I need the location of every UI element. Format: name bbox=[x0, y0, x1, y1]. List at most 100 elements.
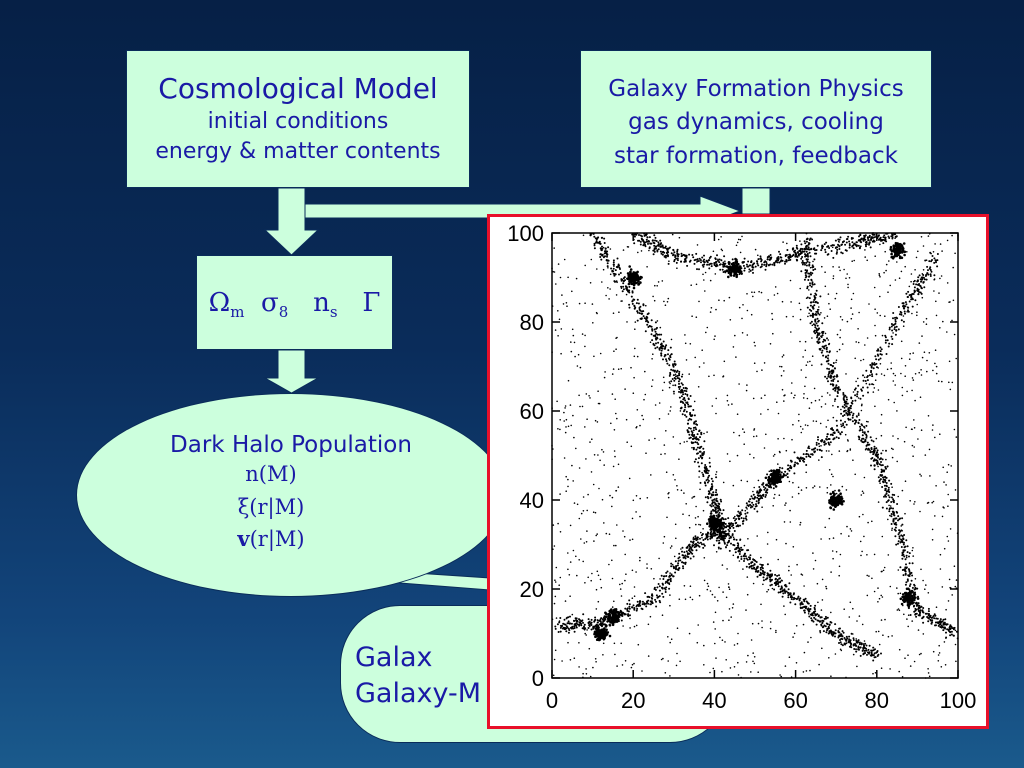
particle-point bbox=[889, 514, 891, 517]
particle-point bbox=[685, 546, 688, 549]
particle-point bbox=[793, 472, 796, 475]
particle-point bbox=[872, 239, 875, 242]
particle-point bbox=[824, 332, 827, 335]
particle-point bbox=[864, 642, 867, 645]
particle-point bbox=[791, 596, 794, 599]
particle-point bbox=[659, 338, 662, 341]
particle-point bbox=[827, 375, 830, 378]
particle-point bbox=[926, 616, 929, 618]
particle-point bbox=[708, 375, 710, 378]
particle-point bbox=[871, 577, 873, 580]
particle-point bbox=[816, 340, 819, 343]
particle-point bbox=[920, 369, 922, 371]
particle-point bbox=[620, 642, 622, 645]
particle-point bbox=[871, 520, 873, 523]
particle-point bbox=[703, 258, 706, 261]
particle-point bbox=[809, 360, 811, 363]
particle-point bbox=[799, 521, 802, 524]
particle-point bbox=[854, 642, 856, 645]
particle-point bbox=[739, 238, 742, 241]
particle-point bbox=[652, 342, 655, 345]
particle-point bbox=[800, 489, 803, 491]
particle-point bbox=[567, 641, 569, 644]
particle-point bbox=[863, 649, 866, 652]
particle-point bbox=[846, 398, 848, 401]
particle-point bbox=[950, 633, 953, 636]
particle-point bbox=[880, 461, 882, 463]
particle-point bbox=[759, 490, 762, 493]
particle-point bbox=[873, 590, 876, 593]
particle-point bbox=[660, 242, 663, 245]
particle-point bbox=[682, 565, 684, 568]
particle-point bbox=[738, 434, 741, 437]
particle-point bbox=[763, 263, 766, 266]
particle-point bbox=[581, 405, 584, 408]
particle-point bbox=[653, 234, 656, 237]
particle-point bbox=[855, 650, 858, 653]
particle-point bbox=[917, 595, 919, 598]
particle-point bbox=[656, 586, 659, 589]
particle-point bbox=[910, 579, 913, 582]
particle-point bbox=[837, 243, 839, 246]
particle-point bbox=[858, 429, 861, 432]
particle-point bbox=[784, 590, 787, 593]
particle-point bbox=[828, 372, 830, 375]
particle-point bbox=[600, 634, 604, 638]
particle-point bbox=[901, 489, 904, 492]
particle-point bbox=[751, 497, 754, 500]
particle-point bbox=[811, 272, 814, 275]
particle-point bbox=[777, 585, 780, 588]
particle-point bbox=[840, 251, 843, 254]
particle-point bbox=[606, 255, 608, 258]
particle-point bbox=[898, 529, 901, 532]
particle-point bbox=[846, 439, 849, 441]
particle-point bbox=[646, 266, 648, 268]
particle-point bbox=[885, 507, 888, 510]
particle-point bbox=[662, 578, 665, 580]
particle-point bbox=[884, 467, 887, 470]
particle-point bbox=[656, 320, 659, 322]
particle-point bbox=[669, 371, 672, 374]
particle-point bbox=[878, 597, 881, 600]
particle-point bbox=[734, 519, 736, 522]
particle-point bbox=[828, 657, 830, 659]
particle-point bbox=[586, 530, 588, 532]
particle-point bbox=[917, 250, 919, 253]
particle-point bbox=[910, 295, 913, 298]
particle-point bbox=[552, 448, 554, 450]
particle-point bbox=[816, 336, 818, 339]
particle-point bbox=[842, 424, 845, 427]
particle-point bbox=[615, 412, 617, 415]
particle-point bbox=[935, 300, 937, 303]
particle-point bbox=[846, 320, 849, 323]
particle-point bbox=[675, 371, 678, 373]
particle-point bbox=[722, 619, 724, 622]
particle-point bbox=[913, 584, 916, 587]
particle-point bbox=[880, 652, 882, 655]
particle-point bbox=[931, 429, 934, 431]
particle-point bbox=[915, 612, 918, 615]
particle-point bbox=[814, 326, 817, 329]
particle-point bbox=[873, 553, 876, 556]
particle-point bbox=[892, 380, 895, 382]
particle-point bbox=[694, 535, 697, 538]
particle-point bbox=[698, 476, 700, 478]
particle-point bbox=[649, 341, 652, 343]
particle-point bbox=[834, 239, 837, 242]
particle-point bbox=[932, 500, 935, 503]
particle-point bbox=[704, 538, 707, 540]
particle-point bbox=[842, 415, 844, 417]
particle-point bbox=[745, 515, 748, 518]
particle-point bbox=[669, 675, 671, 677]
particle-point bbox=[906, 579, 909, 582]
particle-point bbox=[593, 540, 595, 542]
particle-point bbox=[695, 549, 698, 552]
particle-point bbox=[670, 380, 673, 383]
particle-point bbox=[809, 322, 812, 325]
particle-point bbox=[781, 467, 784, 470]
particle-point bbox=[813, 299, 816, 301]
particle-point bbox=[746, 508, 748, 510]
particle-point bbox=[582, 621, 584, 624]
particle-point bbox=[704, 271, 707, 274]
particle-point bbox=[765, 484, 767, 487]
